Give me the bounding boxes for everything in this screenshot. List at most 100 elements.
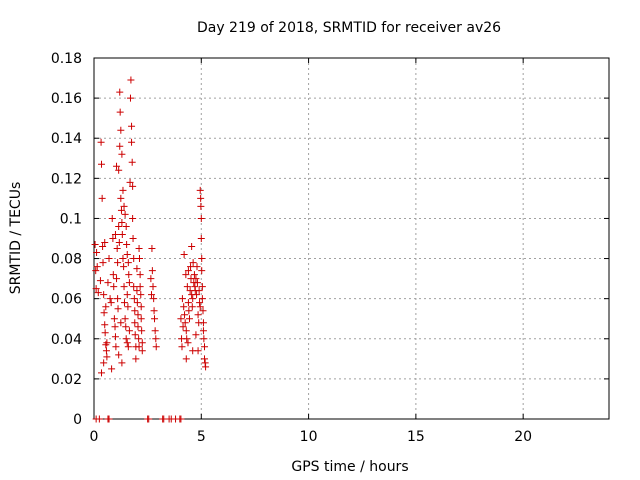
data-point [147, 275, 155, 283]
data-point [94, 289, 102, 297]
data-point [102, 347, 110, 355]
data-point [196, 303, 204, 311]
data-point [124, 303, 132, 311]
data-point [119, 255, 127, 263]
data-point [103, 353, 111, 361]
data-point [116, 142, 124, 150]
y-tick-label: 0.06 [51, 292, 82, 308]
data-point [177, 315, 185, 323]
data-point [183, 283, 191, 291]
data-point [177, 415, 185, 423]
data-point [122, 222, 130, 230]
data-point [178, 295, 186, 303]
data-point [112, 343, 120, 351]
data-point [130, 295, 138, 303]
data-point [123, 291, 131, 299]
data-point [102, 303, 110, 311]
data-point [116, 108, 124, 116]
y-tick-label: 0.18 [51, 51, 82, 67]
data-point [198, 295, 206, 303]
data-point [98, 160, 106, 168]
data-point [178, 343, 186, 351]
data-point [116, 88, 124, 96]
data-point [197, 194, 205, 202]
data-point [136, 271, 144, 279]
data-point [100, 359, 108, 367]
data-point [110, 315, 118, 323]
data-point [120, 263, 128, 271]
chart-title: Day 219 of 2018, SRMTID for receiver av2… [197, 20, 501, 36]
data-point [188, 303, 196, 311]
data-point [115, 222, 123, 230]
data-point [118, 230, 126, 238]
y-axis-label: SRMTID / TECUs [8, 182, 24, 295]
data-point [122, 335, 130, 343]
data-point [138, 327, 146, 335]
data-point [92, 285, 100, 293]
data-point [152, 343, 160, 351]
data-point [128, 138, 136, 146]
data-point [196, 186, 204, 194]
data-point [194, 311, 202, 319]
data-point [115, 239, 123, 247]
data-point [137, 291, 145, 299]
data-point [202, 363, 210, 371]
data-point [152, 335, 160, 343]
data-point [182, 271, 190, 279]
y-tick-label: 0.12 [51, 171, 82, 187]
data-point [200, 335, 208, 343]
data-point [197, 235, 205, 242]
y-tick-label: 0.02 [51, 372, 82, 388]
grid [94, 58, 609, 419]
data-point [150, 295, 158, 303]
data-point [182, 327, 190, 335]
data-point [123, 251, 131, 259]
data-point [184, 339, 192, 347]
data-point [184, 267, 192, 275]
data-point [127, 76, 135, 84]
data-point [135, 245, 143, 253]
data-point [181, 319, 189, 327]
data-point [111, 323, 119, 331]
data-point [199, 327, 207, 335]
data-point [113, 162, 121, 170]
data-point [120, 283, 128, 291]
data-point [93, 263, 101, 271]
data-point [115, 351, 123, 359]
y-tick-label: 0.04 [51, 332, 82, 348]
data-point [124, 259, 132, 267]
data-point [93, 249, 101, 257]
data-point [125, 327, 133, 335]
y-tick-label: 0 [73, 412, 82, 428]
data-point [103, 339, 111, 347]
data-point [101, 239, 109, 247]
plot-frame [93, 57, 610, 420]
data-point [194, 347, 202, 355]
data-point [189, 259, 197, 267]
data-point [135, 255, 143, 263]
data-point [120, 299, 128, 307]
x-tick-label: 10 [300, 429, 318, 445]
data-point [201, 343, 209, 351]
data-point [150, 307, 158, 315]
data-point [181, 311, 189, 319]
data-point [115, 166, 123, 174]
data-point [97, 138, 105, 146]
data-point [188, 243, 196, 251]
data-point [129, 235, 137, 242]
data-point [109, 235, 117, 242]
data-point [126, 178, 134, 186]
data-point [95, 415, 103, 423]
data-point [108, 365, 116, 373]
data-point [197, 202, 205, 210]
data-point [193, 279, 201, 287]
data-point [121, 315, 129, 323]
data-point [98, 369, 106, 377]
data-point [111, 230, 119, 238]
data-point [117, 194, 125, 202]
data-point [132, 355, 140, 363]
data-point [126, 94, 134, 102]
data-point [151, 315, 159, 323]
data-point [145, 415, 153, 423]
